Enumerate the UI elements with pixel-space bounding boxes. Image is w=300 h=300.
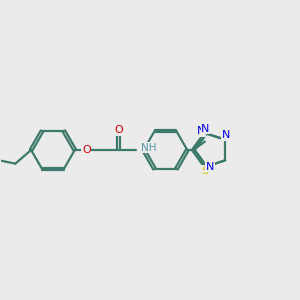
Text: N: N	[206, 162, 214, 172]
Text: NH: NH	[141, 142, 157, 153]
Text: O: O	[82, 145, 91, 155]
Text: N: N	[222, 130, 230, 140]
Text: S: S	[202, 166, 209, 176]
Text: N: N	[201, 124, 210, 134]
Text: N: N	[197, 126, 206, 136]
Text: O: O	[114, 125, 123, 135]
